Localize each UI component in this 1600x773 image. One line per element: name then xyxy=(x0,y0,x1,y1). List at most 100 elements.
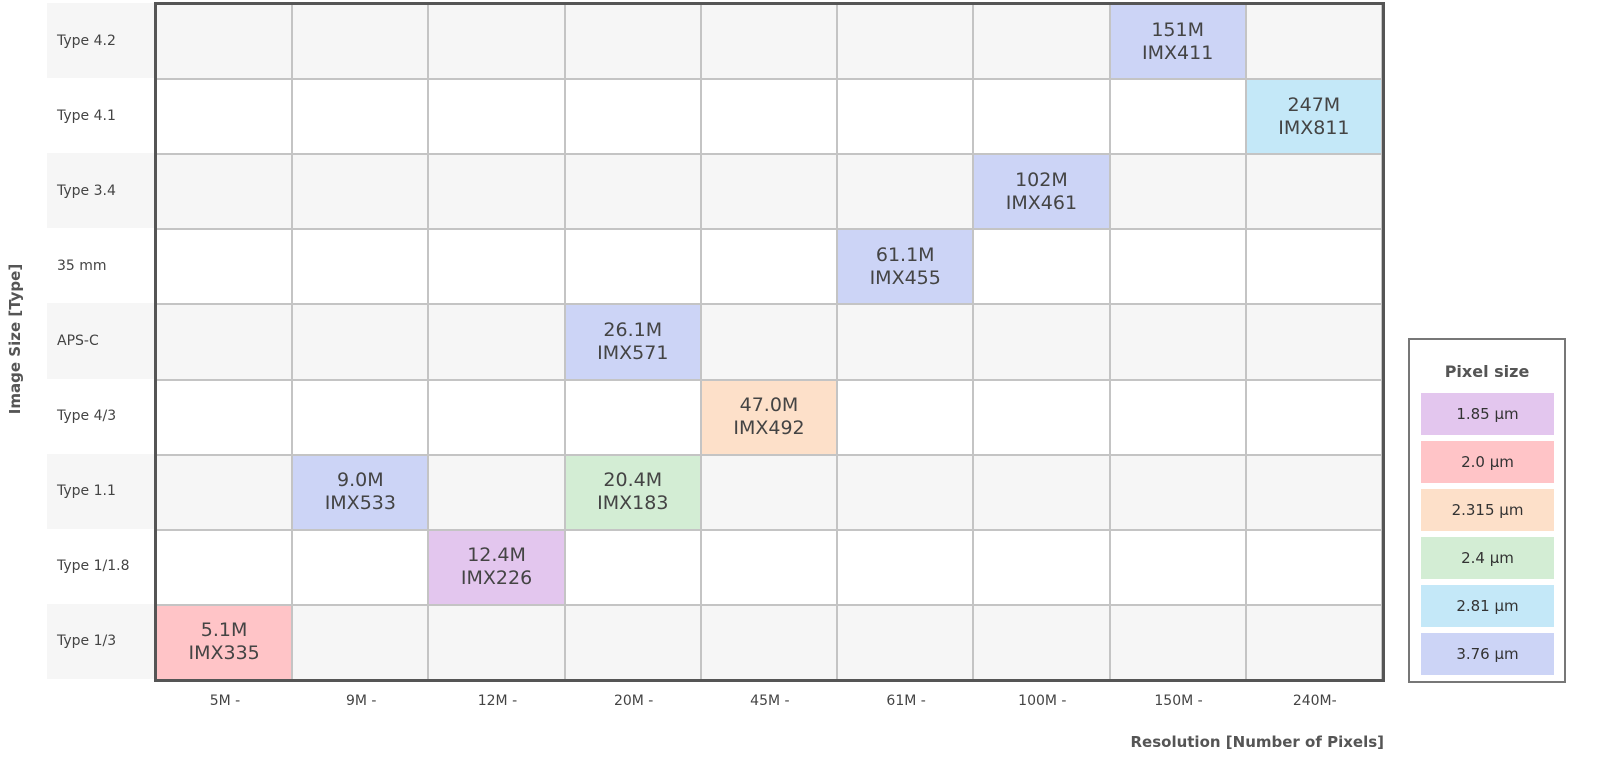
x-tick-label: 240M- xyxy=(1292,693,1337,709)
empty-cell xyxy=(1246,455,1383,531)
empty-cell xyxy=(1110,605,1247,681)
empty-cell xyxy=(701,155,839,231)
empty-cell xyxy=(838,455,975,531)
legend-item: 1.85 µm xyxy=(1421,393,1554,435)
empty-cell xyxy=(974,5,1111,81)
sensor-cell: 26.1M IMX571 xyxy=(565,305,702,381)
empty-cell xyxy=(157,5,294,81)
x-tick-label: 45M - xyxy=(750,693,790,709)
empty-cell xyxy=(838,380,975,456)
row-label: Type 1/1.8 xyxy=(47,528,157,604)
sensor-resolution: 61.1M xyxy=(875,243,935,266)
empty-cell xyxy=(974,305,1111,381)
empty-cell xyxy=(429,455,566,531)
row-label: Type 1.1 xyxy=(47,453,157,529)
empty-cell xyxy=(293,530,430,606)
empty-cell xyxy=(157,230,294,306)
empty-cell xyxy=(429,230,566,306)
empty-cell xyxy=(293,155,430,231)
empty-cell xyxy=(157,80,294,156)
empty-cell xyxy=(1246,380,1383,456)
legend-item: 3.76 µm xyxy=(1421,633,1554,675)
x-tick-label: 150M - xyxy=(1154,693,1203,709)
empty-cell xyxy=(157,305,294,381)
row-label: Type 3.4 xyxy=(47,153,157,229)
empty-cell xyxy=(565,5,702,81)
legend-item: 2.4 µm xyxy=(1421,537,1554,579)
empty-cell xyxy=(701,455,839,531)
row-label: Type 4.1 xyxy=(47,78,157,154)
empty-cell xyxy=(293,605,430,681)
x-tick-label: 9M - xyxy=(345,693,377,709)
sensor-cell: 61.1M IMX455 xyxy=(838,230,975,306)
empty-cell xyxy=(429,80,566,156)
sensor-resolution: 47.0M xyxy=(739,394,799,417)
sensor-cell: 102M IMX461 xyxy=(974,155,1111,231)
empty-cell xyxy=(1246,230,1383,306)
empty-cell xyxy=(1110,305,1247,381)
empty-cell xyxy=(701,5,839,81)
empty-cell xyxy=(701,305,839,381)
empty-cell xyxy=(974,605,1111,681)
sensor-cell: 5.1M IMX335 xyxy=(157,605,294,681)
empty-cell xyxy=(565,380,702,456)
row-label: Type 4/3 xyxy=(47,378,157,454)
empty-cell xyxy=(974,380,1111,456)
legend: Pixel size 1.85 µm 2.0 µm 2.315 µm 2.4 µm 2.… xyxy=(1408,338,1566,683)
empty-cell xyxy=(1246,530,1383,606)
empty-cell xyxy=(1246,305,1383,381)
empty-cell xyxy=(701,80,839,156)
sensor-model: IMX533 xyxy=(324,492,396,515)
x-axis-label: Resolution [Number of Pixels] xyxy=(1130,733,1384,751)
empty-cell xyxy=(1110,230,1247,306)
empty-cell xyxy=(565,80,702,156)
sensor-model: IMX411 xyxy=(1142,41,1214,64)
legend-title: Pixel size xyxy=(1444,362,1530,381)
empty-cell xyxy=(701,230,839,306)
sensor-cell: 20.4M IMX183 xyxy=(565,455,702,531)
y-axis-label: Image Size [Type] xyxy=(6,263,24,415)
sensor-resolution: 12.4M xyxy=(467,544,526,567)
row-label: APS-C xyxy=(47,303,157,379)
empty-cell xyxy=(974,230,1111,306)
empty-cell xyxy=(565,230,702,306)
empty-cell xyxy=(974,455,1111,531)
sensor-cell: 47.0M IMX492 xyxy=(701,380,839,456)
sensor-resolution: 9.0M xyxy=(337,469,384,492)
sensor-model: IMX455 xyxy=(869,266,941,289)
empty-cell xyxy=(1110,80,1247,156)
sensor-model: IMX571 xyxy=(597,341,669,364)
sensor-cell: 247M IMX811 xyxy=(1246,80,1383,156)
empty-cell xyxy=(838,5,975,81)
x-tick-label: 5M - xyxy=(209,693,241,709)
empty-cell xyxy=(429,5,566,81)
row-label: Type 1/3 xyxy=(47,603,157,679)
legend-item: 2.81 µm xyxy=(1421,585,1554,627)
legend-item: 2.315 µm xyxy=(1421,489,1554,531)
empty-cell xyxy=(701,530,839,606)
x-tick-label: 12M - xyxy=(477,693,518,709)
empty-cell xyxy=(1246,605,1383,681)
sensor-model: IMX461 xyxy=(1005,191,1078,214)
empty-cell xyxy=(838,605,975,681)
x-tick-label: 61M - xyxy=(886,693,926,709)
empty-cell xyxy=(429,155,566,231)
sensor-cell: 9.0M IMX533 xyxy=(293,455,430,531)
empty-cell xyxy=(565,155,702,231)
empty-cell xyxy=(293,230,430,306)
sensor-resolution: 20.4M xyxy=(603,469,663,492)
empty-cell xyxy=(1110,380,1247,456)
empty-cell xyxy=(293,80,430,156)
empty-cell xyxy=(157,455,294,531)
empty-cell xyxy=(565,530,702,606)
sensor-model: IMX183 xyxy=(597,492,669,515)
empty-cell xyxy=(157,380,294,456)
sensor-cell: 12.4M IMX226 xyxy=(429,530,566,606)
x-tick-label: 20M - xyxy=(613,693,654,709)
sensor-model: IMX811 xyxy=(1278,116,1350,139)
empty-cell xyxy=(974,530,1111,606)
empty-cell xyxy=(838,305,975,381)
sensor-resolution: 26.1M xyxy=(603,318,663,341)
empty-cell xyxy=(293,380,430,456)
empty-cell xyxy=(429,380,566,456)
